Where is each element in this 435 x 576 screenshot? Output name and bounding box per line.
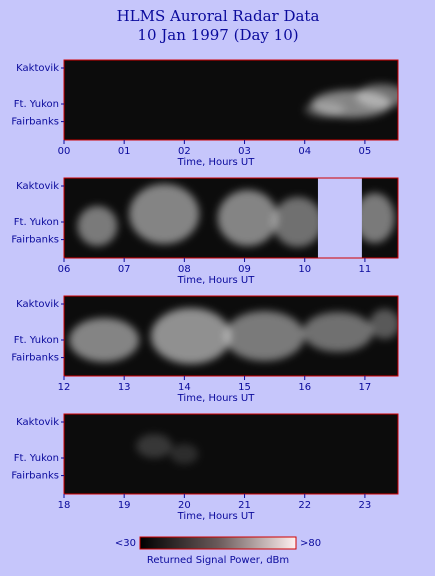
colorbar — [139, 536, 297, 550]
y-tick-label: Ft. Yukon — [14, 99, 59, 110]
title: HLMS Auroral Radar Data — [117, 7, 320, 25]
y-tick-label: Ft. Yukon — [14, 217, 59, 228]
y-tick-label: Fairbanks — [11, 353, 59, 364]
x-tick-label: 01 — [118, 146, 131, 157]
y-tick-label: Kaktovik — [16, 63, 59, 74]
heatmap-background — [64, 414, 398, 494]
panel-border — [63, 177, 399, 259]
x-tick-label: 02 — [178, 146, 191, 157]
x-tick-label: 07 — [118, 264, 131, 275]
colorbar-tick-label: >80 — [300, 538, 321, 549]
y-tick-label: Ft. Yukon — [14, 335, 59, 346]
aurora-blob — [272, 197, 323, 247]
x-tick-label: 04 — [298, 146, 311, 157]
colorbar-tick-label: <30 — [115, 538, 136, 549]
x-tick-label: 20 — [178, 500, 191, 511]
aurora-blob — [224, 311, 305, 361]
aurora — [136, 434, 199, 464]
panel: Kaktovik Ft. Yukon Fairbanks 00 01 02 03 04 05 Ti… — [11, 59, 399, 168]
x-tick-label: 13 — [118, 382, 131, 393]
aurora — [77, 184, 395, 247]
aurora-blob — [302, 312, 373, 352]
panel: Kaktovik Ft. Yukon Fairbanks 06 07 08 09 10 11 Ti… — [11, 177, 399, 286]
y-tick-label: Fairbanks — [11, 235, 59, 246]
panel-border — [63, 413, 399, 495]
panel: Kaktovik Ft. Yukon Fairbanks 12 13 14 15 16 17 Ti… — [11, 295, 399, 404]
subtitle: 10 Jan 1997 (Day 10) — [137, 26, 298, 44]
aurora-blob — [129, 184, 200, 244]
colorbar-label: Returned Signal Power, dBm — [147, 555, 289, 566]
aurora — [69, 308, 398, 364]
aurora-blob — [170, 444, 199, 464]
x-tick-label: 06 — [58, 264, 71, 275]
x-tick-label: 15 — [238, 382, 251, 393]
aurora-blob — [356, 84, 398, 108]
x-tick-label: 11 — [359, 264, 372, 275]
aurora-blob — [369, 309, 398, 339]
x-tick-label: 00 — [58, 146, 71, 157]
aurora-blob — [77, 206, 118, 246]
aurora-blob — [217, 190, 278, 246]
aurora-blob — [69, 318, 140, 362]
x-tick-label: 14 — [178, 382, 191, 393]
y-tick-label: Kaktovik — [16, 417, 59, 428]
y-tick-label: Kaktovik — [16, 181, 59, 192]
x-axis-label: Time, Hours UT — [177, 393, 256, 404]
aurora-blob — [136, 434, 173, 458]
y-tick-label: Ft. Yukon — [14, 453, 59, 464]
x-tick-label: 23 — [359, 500, 372, 511]
x-tick-label: 12 — [58, 382, 71, 393]
x-tick-label: 05 — [359, 146, 372, 157]
x-tick-label: 19 — [118, 500, 131, 511]
x-tick-label: 09 — [238, 264, 251, 275]
y-tick-label: Fairbanks — [11, 117, 59, 128]
panel-border — [63, 295, 399, 377]
aurora-blob — [354, 193, 395, 243]
panel: Kaktovik Ft. Yukon Fairbanks 18 19 20 21 22 23 Ti… — [11, 413, 399, 522]
x-tick-label: 16 — [298, 382, 311, 393]
x-tick-label: 10 — [298, 264, 311, 275]
x-axis-label: Time, Hours UT — [177, 511, 256, 522]
y-tick-label: Kaktovik — [16, 299, 59, 310]
x-axis-label: Time, Hours UT — [177, 157, 256, 168]
aurora — [304, 84, 398, 118]
x-tick-label: 03 — [238, 146, 251, 157]
panel-border — [63, 59, 399, 141]
x-tick-label: 22 — [298, 500, 311, 511]
x-tick-label: 08 — [178, 264, 191, 275]
x-tick-label: 21 — [238, 500, 251, 511]
data-gap — [317, 178, 362, 258]
x-axis-label: Time, Hours UT — [177, 275, 256, 286]
x-tick-label: 18 — [58, 500, 71, 511]
y-tick-label: Fairbanks — [11, 471, 59, 482]
x-tick-label: 17 — [359, 382, 372, 393]
aurora-blob — [304, 101, 345, 118]
aurora-blob — [150, 308, 231, 364]
